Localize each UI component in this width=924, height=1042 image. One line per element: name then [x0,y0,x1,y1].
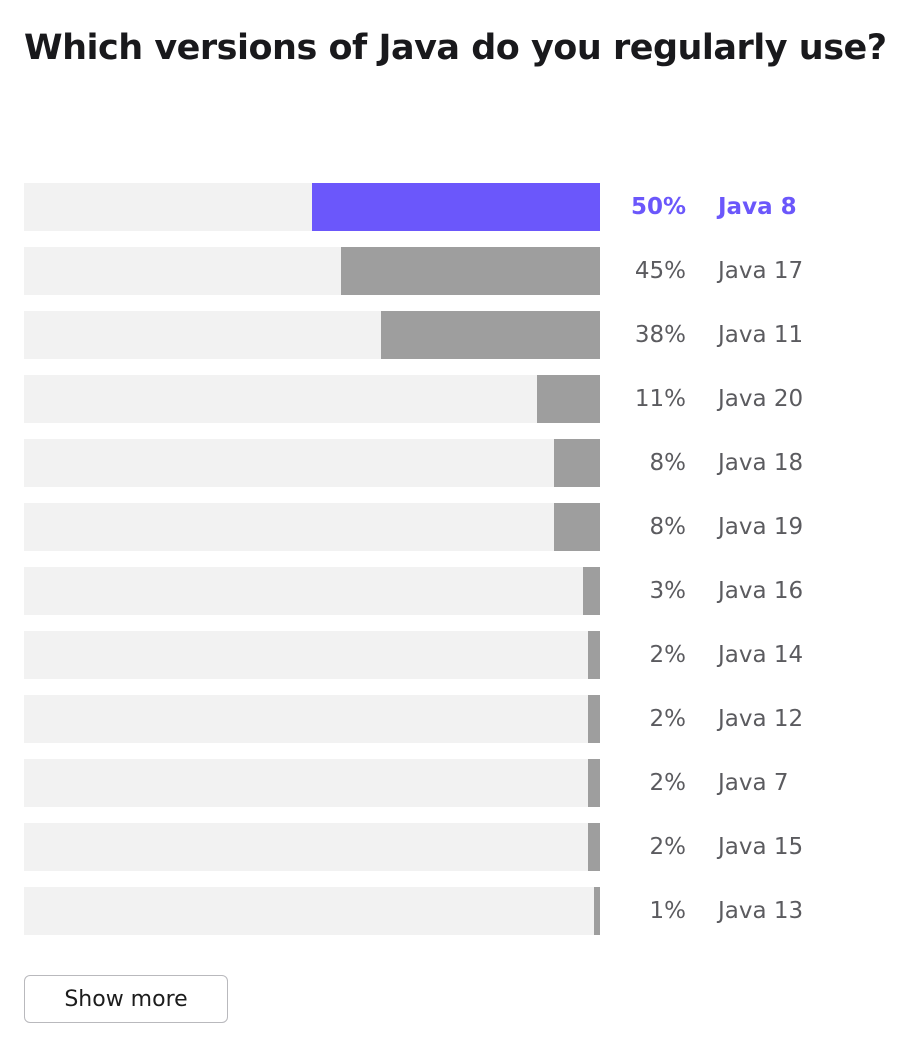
bar-track [24,567,600,615]
bar-track [24,695,600,743]
bar-value-label: 8% [649,450,687,476]
bar [554,503,600,551]
bar-row: 3% Java 16 [24,567,904,615]
bar-row: 11% Java 20 [24,375,904,423]
bar-track [24,503,600,551]
chart-title: Which versions of Java do you regularly … [24,28,887,68]
bar-track [24,183,600,231]
bar [381,311,600,359]
bar [594,887,600,935]
bar-category-label: Java 7 [718,770,789,796]
bar-row: 8% Java 19 [24,503,904,551]
bar-track [24,823,600,871]
bar-track [24,247,600,295]
bar-category-label: Java 13 [718,898,804,924]
bar-category-label: Java 20 [718,386,804,412]
bar-category-label: Java 16 [718,578,804,604]
bar [588,823,600,871]
bar-value-label: 8% [649,514,687,540]
bar-category-label: Java 15 [718,834,804,860]
bar-category-label: Java 11 [718,322,804,348]
bar-value-label: 2% [649,642,687,668]
bar [588,759,600,807]
bar-track [24,375,600,423]
bar-track [24,887,600,935]
bar-track [24,631,600,679]
bar-value-label: 11% [634,386,686,412]
bar-value-label: 45% [634,258,686,284]
bar [554,439,600,487]
bar-track [24,311,600,359]
bar-category-label: Java 12 [718,706,804,732]
bar-value-label: 2% [649,770,687,796]
bar-value-label: 2% [649,706,687,732]
bar-category-label: Java 8 [718,194,797,220]
bar-value-label: 1% [649,898,687,924]
bar-row: 45% Java 17 [24,247,904,295]
bar-track [24,759,600,807]
bar [312,183,600,231]
bar [583,567,600,615]
bar-row: 2% Java 15 [24,823,904,871]
bar-value-label: 38% [634,322,686,348]
bar-row: 8% Java 18 [24,439,904,487]
bar-category-label: Java 14 [718,642,804,668]
bar-row: 2% Java 14 [24,631,904,679]
bar-row: 2% Java 7 [24,759,904,807]
bar [537,375,600,423]
bar-category-label: Java 17 [718,258,804,284]
show-more-button[interactable]: Show more [24,975,228,1023]
bar-row: 50% Java 8 [24,183,904,231]
bar [588,695,600,743]
bar-category-label: Java 18 [718,450,804,476]
bar-row: 38% Java 11 [24,311,904,359]
bar-row: 2% Java 12 [24,695,904,743]
bar [341,247,600,295]
bar-category-label: Java 19 [718,514,804,540]
bar-track [24,439,600,487]
bar-value-label: 50% [630,194,686,220]
bar-value-label: 3% [649,578,687,604]
bar [588,631,600,679]
bar-value-label: 2% [649,834,687,860]
bar-row: 1% Java 13 [24,887,904,935]
